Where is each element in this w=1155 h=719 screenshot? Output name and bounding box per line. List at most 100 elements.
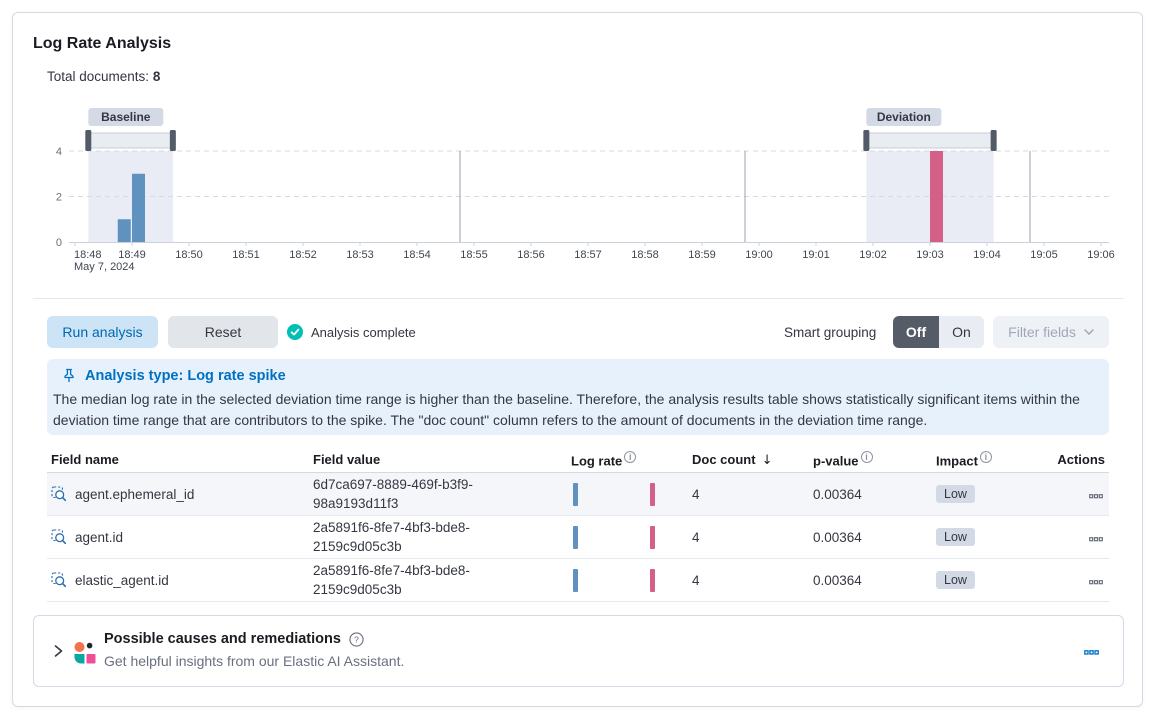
baseline-badge	[88, 108, 164, 126]
p-value: 0.00364	[813, 529, 862, 545]
baseline-bar	[117, 219, 131, 242]
info-icon[interactable]: i	[979, 450, 992, 463]
table-row: agent.ephemeral_id 6d7ca697-8889-469f-b3f…	[47, 473, 1109, 516]
table-header: Field name Field value Log rate i Doc cou…	[47, 447, 1109, 473]
info-icon[interactable]: i	[860, 450, 873, 463]
y-tick-label: 0	[56, 237, 62, 249]
deviation-brush-handle[interactable]	[990, 130, 997, 151]
row-actions-button[interactable]	[1087, 485, 1105, 504]
filter-field-icon[interactable]	[51, 529, 67, 545]
x-tick-label: 19:03	[916, 249, 944, 261]
log-rate-histogram[interactable]: 18:48 18:49 18:50 18:51 18:52 18:53 18:54 18:55…	[13, 101, 1144, 279]
x-tick-label: 18:52	[289, 249, 317, 261]
x-tick-label: 19:00	[745, 249, 773, 261]
impact-badge: Low	[936, 571, 975, 589]
baseline-bar	[132, 173, 145, 242]
impact-badge: Low	[936, 528, 975, 546]
x-tick-label: 18:58	[631, 249, 659, 261]
x-axis-date-label: May 7, 2024	[74, 261, 135, 273]
total-documents: Total documents: 8	[47, 69, 161, 84]
x-tick-label: 19:04	[973, 249, 1001, 261]
y-tick-label: 2	[56, 192, 62, 204]
row-actions-button[interactable]	[1087, 571, 1105, 590]
panel-actions-button[interactable]	[1084, 644, 1099, 659]
col-p-value[interactable]: p-value i	[809, 450, 932, 468]
smart-grouping-label: Smart grouping	[784, 324, 877, 340]
impact-badge: Low	[936, 485, 975, 503]
doc-count: 4	[692, 572, 700, 588]
field-name: elastic_agent.id	[75, 572, 169, 588]
col-doc-count[interactable]: Doc count ↓	[692, 451, 773, 468]
field-name: agent.id	[75, 529, 124, 545]
col-field-name[interactable]: Field name	[51, 452, 119, 467]
p-value: 0.00364	[813, 486, 862, 502]
deviation-brush-handle[interactable]	[863, 130, 870, 151]
smart-grouping-on-button[interactable]: On	[939, 316, 984, 348]
log-rate-mini-chart	[573, 482, 655, 506]
row-actions-button[interactable]	[1087, 528, 1105, 547]
col-log-rate[interactable]: Log rate i	[567, 450, 688, 468]
deviation-badge	[866, 108, 942, 126]
ai-panel-subtitle: Get helpful insights from our Elastic AI…	[104, 653, 405, 669]
deviation-brush[interactable]	[865, 132, 995, 149]
x-tick-label: 19:02	[859, 249, 887, 261]
expand-chevron-right-icon[interactable]	[52, 644, 64, 661]
analysis-results-table: Field name Field value Log rate i Doc cou…	[47, 447, 1109, 602]
info-icon[interactable]: i	[624, 450, 637, 463]
col-impact[interactable]: Impact i	[932, 450, 1053, 468]
baseline-brush-handle[interactable]	[169, 130, 176, 151]
chevron-down-icon	[1084, 329, 1094, 335]
x-tick-label: 19:05	[1030, 249, 1058, 261]
mini-deviation-bar	[650, 525, 655, 549]
check-circle-icon	[287, 324, 303, 340]
smart-grouping-toggle: Off On	[893, 316, 984, 348]
x-tick-label: 18:54	[403, 249, 431, 261]
col-field-value[interactable]: Field value	[313, 452, 381, 467]
x-tick-label: 19:01	[802, 249, 830, 261]
mini-deviation-bar	[650, 482, 655, 506]
page-title: Log Rate Analysis	[33, 35, 172, 52]
ai-assistant-panel: Possible causes and remediations ? Get h…	[33, 615, 1124, 687]
col-actions: Actions	[1057, 452, 1105, 467]
log-rate-mini-chart	[573, 525, 655, 549]
x-tick-label: 18:56	[517, 249, 545, 261]
pin-icon	[64, 368, 74, 382]
field-name: agent.ephemeral_id	[75, 486, 195, 502]
doc-count: 4	[692, 529, 700, 545]
svg-text:?: ?	[354, 634, 359, 644]
doc-count: 4	[692, 486, 700, 502]
filter-fields-button[interactable]: Filter fields	[993, 316, 1109, 348]
x-tick-label: 18:49	[118, 249, 146, 261]
filter-field-icon[interactable]	[51, 486, 67, 502]
analysis-type-callout: Analysis type: Log rate spike The median…	[47, 359, 1109, 435]
baseline-brush-handle[interactable]	[85, 130, 92, 151]
log-rate-analysis-panel: Log Rate Analysis Total documents: 8 18:…	[12, 12, 1143, 707]
results-table-body: agent.ephemeral_id 6d7ca697-8889-469f-b3f…	[47, 473, 1109, 602]
analysis-status: Analysis complete	[287, 316, 416, 348]
filter-field-icon[interactable]	[51, 572, 67, 588]
deviation-bar	[930, 151, 943, 242]
table-row: agent.id 2a5891f6-8fe7-4bf3-bde8-2159c9d0…	[47, 516, 1109, 559]
toolbar: Run analysis Reset Analysis complete Sma…	[47, 316, 1109, 348]
x-tick-label: 19:06	[1087, 249, 1115, 261]
run-analysis-button[interactable]: Run analysis	[47, 316, 158, 348]
field-value: 2a5891f6-8fe7-4bf3-bde8-2159c9d05c3b	[313, 520, 470, 554]
sort-desc-icon: ↓	[761, 452, 773, 468]
chart-wrapper: 18:48 18:49 18:50 18:51 18:52 18:53 18:54 18:55…	[13, 101, 1144, 279]
table-row: elastic_agent.id 2a5891f6-8fe7-4bf3-bde8-…	[47, 559, 1109, 602]
x-tick-label: 18:59	[688, 249, 716, 261]
total-documents-value: 8	[152, 69, 161, 84]
x-tick-label: 18:51	[232, 249, 260, 261]
separator	[33, 298, 1124, 299]
baseline-brush[interactable]	[87, 132, 174, 149]
x-tick-label: 18:55	[460, 249, 488, 261]
log-rate-mini-chart	[573, 568, 655, 592]
smart-grouping-off-button[interactable]: Off	[893, 316, 939, 348]
y-tick-label: 4	[56, 146, 62, 158]
help-question-icon[interactable]: ?	[349, 631, 364, 647]
deviation-badge-label: Deviation	[877, 110, 931, 124]
callout-title: Analysis type: Log rate spike	[85, 368, 286, 384]
ai-panel-title[interactable]: Possible causes and remediations	[104, 631, 341, 647]
reset-button[interactable]: Reset	[168, 316, 278, 348]
p-value: 0.00364	[813, 572, 862, 588]
